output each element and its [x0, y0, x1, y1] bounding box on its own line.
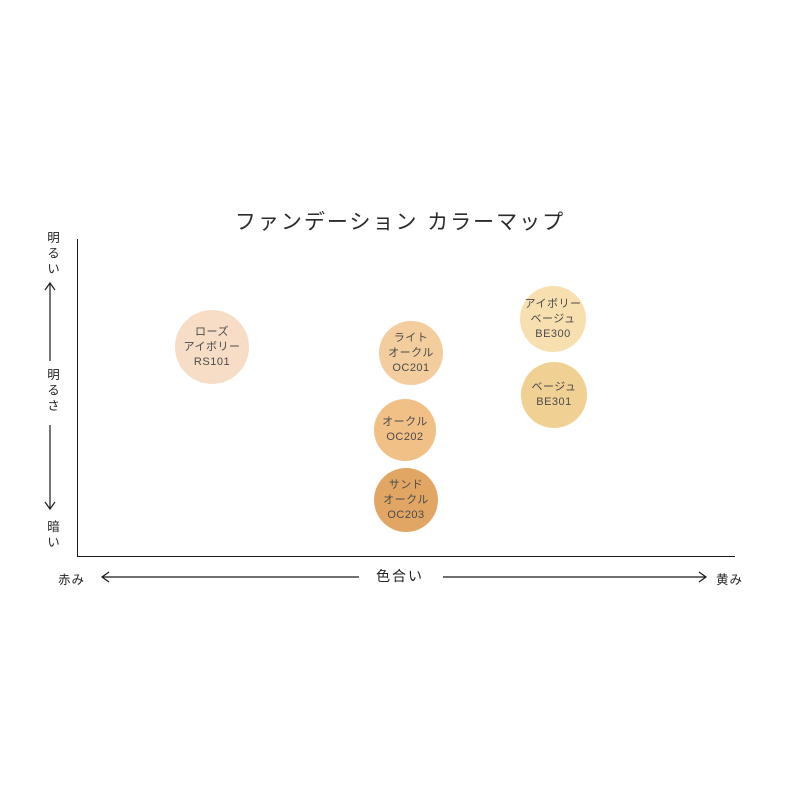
x-axis-left-label: 赤み — [58, 573, 86, 587]
x-axis-label: 色合い — [376, 568, 424, 584]
chart-title: ファンデーション カラーマップ — [234, 210, 566, 234]
shade-name-line: サンド — [388, 478, 424, 491]
shade-name-line: オークル — [383, 493, 429, 506]
y-axis-bottom-label: 暗い — [45, 520, 59, 551]
y-axis-line — [77, 239, 78, 557]
shade-circle-OC202: オークル OC202 — [374, 399, 436, 461]
shade-code: RS101 — [193, 355, 231, 368]
shade-name-line: オークル — [382, 416, 428, 428]
shade-name-line: アイボリー — [183, 340, 241, 353]
shade-name-line: ベージュ — [531, 381, 577, 393]
shade-name-line: ライト — [393, 331, 429, 344]
shade-circle-OC203: サンドオークル OC203 — [374, 468, 438, 532]
shade-name-line: アイボリー — [524, 297, 582, 310]
arrow-down-icon — [44, 425, 56, 510]
shade-circle-BE301: ベージュ BE301 — [521, 362, 587, 428]
shade-circle-RS101: ローズアイボリー RS101 — [175, 310, 249, 384]
y-axis-label: 明るさ — [45, 368, 59, 415]
shade-name-line: ローズ — [195, 325, 229, 338]
shade-code: OC202 — [386, 431, 424, 443]
shade-code: OC203 — [387, 508, 425, 521]
shade-name-line: オークル — [388, 346, 434, 359]
shade-code: BE300 — [535, 327, 571, 340]
x-axis-right-label: 黄み — [716, 573, 744, 587]
x-axis-line — [77, 556, 735, 557]
arrow-right-icon — [443, 571, 708, 583]
arrow-up-icon — [44, 282, 56, 361]
arrow-left-icon — [100, 571, 359, 583]
shade-code: BE301 — [536, 396, 572, 408]
shade-circle-BE300: アイボリーベージュ BE300 — [520, 286, 586, 352]
y-axis-top-label: 明るい — [45, 231, 59, 278]
shade-circle-OC201: ライトオークル OC201 — [379, 321, 443, 385]
shade-code: OC201 — [392, 361, 430, 374]
shade-name-line: ベージュ — [530, 312, 576, 325]
